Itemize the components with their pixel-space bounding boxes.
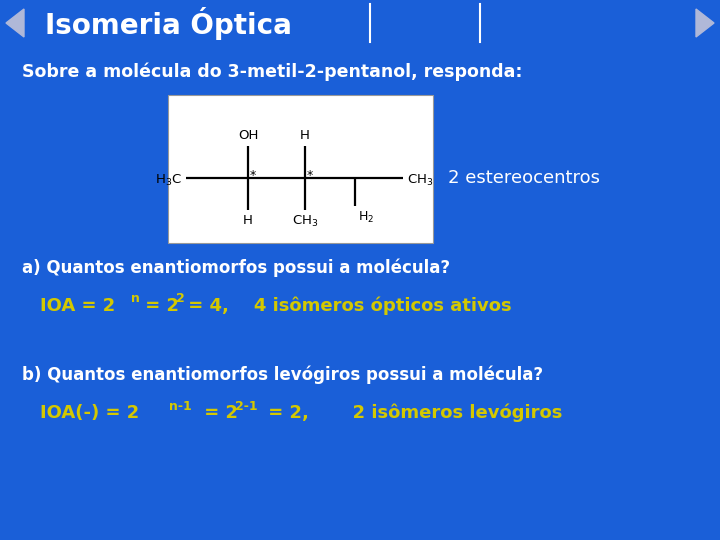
Bar	[168, 95, 433, 243]
Text: H: H	[243, 214, 253, 227]
Text: = 2,       2 isômeros levógiros: = 2, 2 isômeros levógiros	[262, 404, 562, 422]
Bar	[0, 0, 720, 46]
Text: OH: OH	[238, 129, 258, 142]
Text: *: *	[250, 170, 256, 183]
Polygon shape	[696, 9, 714, 37]
Polygon shape	[6, 9, 24, 37]
Text: = 2: = 2	[139, 297, 179, 315]
Text: n: n	[131, 293, 140, 306]
Text: 2 estereocentros: 2 estereocentros	[448, 169, 600, 187]
Text: b) Quantos enantiomorfos levógiros possui a molécula?: b) Quantos enantiomorfos levógiros possu…	[22, 366, 543, 384]
Text: 2: 2	[176, 293, 185, 306]
Text: *: *	[307, 170, 313, 183]
Text: H: H	[300, 129, 310, 142]
Text: = 2: = 2	[198, 404, 238, 422]
Text: n-1: n-1	[169, 400, 192, 413]
Text: Isomeria Óptica: Isomeria Óptica	[45, 6, 292, 39]
Text: Sobre a molécula do 3-metil-2-pentanol, responda:: Sobre a molécula do 3-metil-2-pentanol, …	[22, 63, 523, 81]
Text: H$_3$C: H$_3$C	[155, 172, 182, 187]
Text: IOA = 2: IOA = 2	[40, 297, 115, 315]
Text: CH$_3$: CH$_3$	[407, 172, 433, 187]
Text: 2-1: 2-1	[235, 400, 258, 413]
Text: IOA(-) = 2: IOA(-) = 2	[40, 404, 139, 422]
Text: CH$_3$: CH$_3$	[292, 214, 318, 229]
Text: a) Quantos enantiomorfos possui a molécula?: a) Quantos enantiomorfos possui a molécu…	[22, 259, 450, 277]
Text: H$_2$: H$_2$	[358, 210, 374, 225]
Text: = 4,    4 isômeros ópticos ativos: = 4, 4 isômeros ópticos ativos	[182, 297, 512, 315]
